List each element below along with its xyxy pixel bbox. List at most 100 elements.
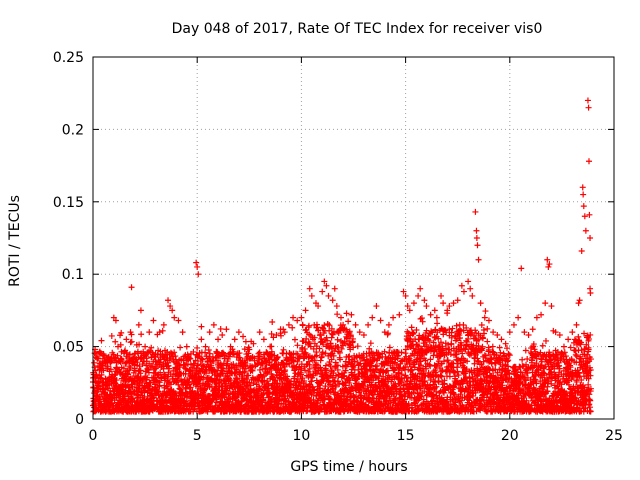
data-point bbox=[410, 330, 417, 337]
data-point bbox=[123, 359, 130, 366]
data-point bbox=[259, 392, 266, 399]
data-point bbox=[137, 367, 144, 374]
data-point bbox=[447, 368, 454, 375]
data-point bbox=[334, 362, 341, 369]
data-point bbox=[311, 334, 318, 341]
data-point bbox=[328, 356, 335, 363]
data-point bbox=[546, 352, 553, 359]
data-point bbox=[256, 366, 263, 373]
data-point bbox=[484, 338, 491, 345]
data-point bbox=[230, 361, 237, 368]
data-point bbox=[305, 322, 312, 329]
data-point bbox=[294, 342, 301, 349]
data-point bbox=[311, 387, 318, 394]
data-point bbox=[149, 362, 156, 369]
data-point bbox=[446, 346, 453, 353]
data-point bbox=[241, 368, 248, 375]
data-point bbox=[222, 352, 229, 359]
data-point bbox=[460, 321, 467, 328]
data-point bbox=[423, 341, 430, 348]
data-point bbox=[299, 322, 306, 329]
data-point bbox=[165, 362, 172, 369]
data-point bbox=[183, 385, 190, 392]
data-point bbox=[203, 370, 210, 377]
data-point bbox=[99, 363, 106, 370]
data-point bbox=[157, 369, 164, 376]
data-point bbox=[177, 344, 184, 351]
data-point bbox=[245, 372, 252, 379]
data-point bbox=[182, 365, 189, 372]
data-point bbox=[220, 365, 227, 372]
data-point bbox=[163, 402, 170, 409]
data-point bbox=[448, 341, 455, 348]
data-point bbox=[542, 337, 549, 344]
data-point bbox=[317, 331, 324, 338]
data-point bbox=[111, 372, 118, 379]
data-point bbox=[289, 324, 296, 331]
data-point bbox=[395, 352, 402, 359]
data-point bbox=[321, 322, 328, 329]
data-point bbox=[381, 348, 388, 355]
data-point bbox=[349, 335, 356, 342]
data-point bbox=[268, 330, 275, 337]
data-point bbox=[291, 367, 298, 374]
data-point bbox=[408, 324, 415, 331]
data-point bbox=[317, 364, 324, 371]
data-point bbox=[391, 367, 398, 374]
data-point bbox=[431, 347, 438, 354]
data-point bbox=[335, 344, 342, 351]
data-points bbox=[90, 97, 594, 415]
data-point bbox=[363, 356, 370, 363]
data-point bbox=[118, 329, 125, 336]
data-point bbox=[409, 341, 416, 348]
data-point bbox=[128, 338, 135, 345]
data-point bbox=[184, 351, 191, 358]
data-point bbox=[328, 334, 335, 341]
data-point bbox=[147, 364, 154, 371]
data-point bbox=[264, 386, 271, 393]
data-point bbox=[463, 338, 470, 345]
data-point bbox=[198, 323, 205, 330]
data-point bbox=[432, 334, 439, 341]
data-point bbox=[484, 325, 491, 332]
data-point bbox=[438, 373, 445, 380]
data-point bbox=[324, 337, 331, 344]
data-point bbox=[408, 378, 415, 385]
data-point bbox=[354, 398, 361, 405]
data-point bbox=[341, 340, 348, 347]
data-point bbox=[366, 345, 373, 352]
data-point bbox=[346, 376, 353, 383]
data-point bbox=[123, 349, 130, 356]
data-point bbox=[336, 349, 343, 356]
data-point bbox=[291, 336, 298, 343]
data-point bbox=[427, 363, 434, 370]
data-point bbox=[340, 373, 347, 380]
data-point bbox=[459, 350, 466, 357]
data-point bbox=[205, 346, 212, 353]
data-point bbox=[355, 361, 362, 368]
data-point bbox=[444, 357, 451, 364]
data-point bbox=[440, 358, 447, 365]
data-point bbox=[446, 373, 453, 380]
data-point bbox=[225, 394, 232, 401]
data-point bbox=[464, 358, 471, 365]
data-point bbox=[337, 356, 344, 363]
data-point bbox=[402, 363, 409, 370]
data-point bbox=[504, 345, 511, 352]
data-point bbox=[144, 365, 151, 372]
data-point bbox=[421, 334, 428, 341]
data-point bbox=[418, 315, 425, 322]
data-point bbox=[255, 398, 262, 405]
data-point bbox=[353, 376, 360, 383]
data-point bbox=[409, 331, 416, 338]
data-point bbox=[462, 345, 469, 352]
data-point bbox=[200, 363, 207, 370]
data-point bbox=[301, 378, 308, 385]
data-point bbox=[219, 364, 226, 371]
data-point bbox=[383, 397, 390, 404]
data-point bbox=[453, 351, 460, 358]
data-point bbox=[385, 330, 392, 337]
data-point bbox=[345, 318, 352, 325]
data-point bbox=[489, 343, 496, 350]
data-point bbox=[334, 311, 341, 318]
